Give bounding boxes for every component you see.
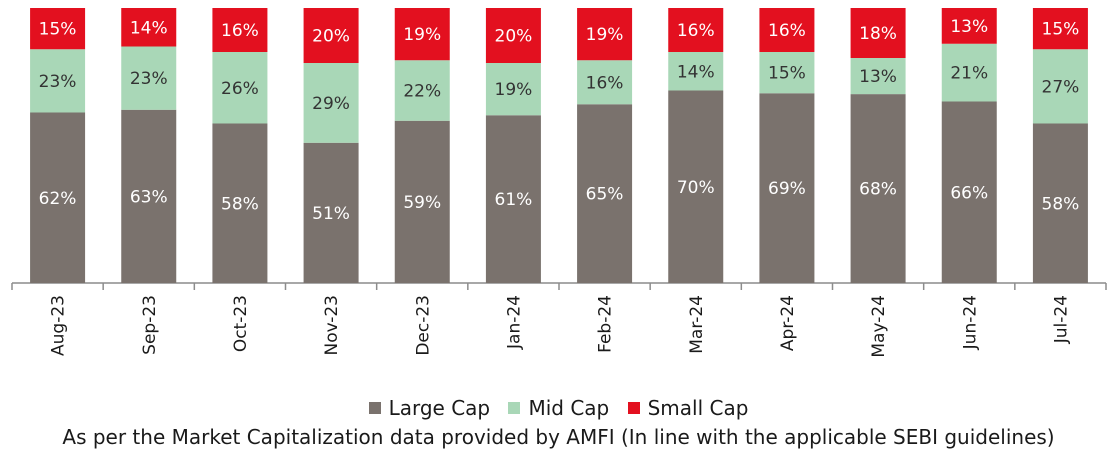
bar-segment-mid-cap (850, 58, 906, 95)
bar-segment-large-cap (394, 120, 450, 283)
bar-segment-small-cap (303, 8, 359, 63)
data-label-small-cap: 15% (1042, 20, 1080, 40)
data-label-mid-cap: 15% (768, 64, 806, 84)
data-label-mid-cap: 23% (39, 72, 77, 92)
legend-item-mid-cap: Mid Cap (508, 396, 609, 420)
bar-segment-small-cap (1032, 8, 1088, 50)
bar-segment-mid-cap (668, 52, 724, 91)
bar-segment-mid-cap (485, 63, 541, 116)
data-label-large-cap: 61% (495, 190, 533, 210)
data-label-large-cap: 59% (403, 193, 441, 213)
data-label-small-cap: 20% (312, 27, 350, 47)
legend-label-small-cap: Small Cap (647, 396, 749, 420)
legend-item-large-cap: Large Cap (368, 396, 491, 420)
data-label-large-cap: 69% (768, 179, 806, 199)
bar-segment-mid-cap (303, 63, 359, 143)
stacked-bar-chart: 62% 23% 15% Aug-23 63% 23% 14% Sep-23 58% 26% 16% O… (11, 8, 1107, 358)
bar-segment-small-cap (485, 8, 541, 63)
data-label-small-cap: 16% (221, 21, 259, 41)
bar-segment-mid-cap (394, 60, 450, 121)
x-tick-label: Jul-24 (1051, 295, 1071, 344)
x-tick-label: Jan-24 (504, 295, 524, 350)
bar-segment-large-cap (759, 93, 815, 283)
data-label-mid-cap: 23% (130, 69, 168, 89)
x-tick-label: Oct-23 (231, 295, 251, 352)
legend: Large Cap Mid Cap Small Cap (0, 396, 1117, 420)
bar-segment-large-cap (850, 94, 906, 283)
legend-swatch-small-cap (627, 402, 640, 414)
footnote: As per the Market Capitalization data pr… (62, 425, 1055, 449)
x-tick-label: May-24 (869, 295, 889, 358)
bar-segment-large-cap (577, 104, 633, 283)
bar-segment-mid-cap (121, 46, 177, 110)
data-label-small-cap: 19% (586, 25, 624, 45)
bar-segment-mid-cap (577, 60, 633, 105)
x-tick-label: Mar-24 (687, 295, 707, 354)
bar-segment-large-cap (212, 123, 268, 283)
data-label-large-cap: 58% (1042, 194, 1080, 214)
data-label-large-cap: 63% (130, 187, 168, 207)
data-label-large-cap: 68% (859, 180, 897, 200)
data-label-small-cap: 14% (130, 18, 168, 38)
x-tick-label: Apr-24 (778, 295, 798, 351)
data-label-small-cap: 19% (403, 25, 441, 45)
bar-segment-mid-cap (30, 49, 86, 113)
data-label-large-cap: 65% (586, 185, 624, 205)
x-tick-label: Dec-23 (413, 295, 433, 356)
bar-segment-small-cap (30, 8, 86, 50)
bar-segment-large-cap (485, 115, 541, 283)
bar-segment-small-cap (577, 8, 633, 61)
x-tick-label: Feb-24 (596, 295, 616, 353)
data-label-small-cap: 13% (950, 17, 988, 37)
bar-segment-mid-cap (212, 52, 268, 124)
bar-segment-large-cap (941, 101, 997, 283)
x-tick-label: Sep-23 (140, 295, 160, 355)
bar-segment-mid-cap (941, 43, 997, 102)
x-tick-label: Nov-23 (322, 295, 342, 356)
bar-segment-small-cap (668, 8, 724, 52)
data-label-mid-cap: 14% (677, 62, 715, 82)
data-label-mid-cap: 21% (950, 64, 988, 84)
data-label-small-cap: 16% (768, 21, 806, 41)
bar-segment-small-cap (941, 8, 997, 44)
data-label-large-cap: 62% (39, 189, 77, 209)
x-tick-label: Jun-24 (960, 295, 980, 350)
bar-segment-large-cap (121, 109, 177, 283)
bar-segment-mid-cap (759, 52, 815, 94)
legend-item-small-cap: Small Cap (627, 396, 749, 420)
legend-label-mid-cap: Mid Cap (528, 396, 610, 420)
bar-segment-small-cap (212, 8, 268, 52)
data-label-large-cap: 66% (950, 183, 988, 203)
data-label-mid-cap: 22% (403, 82, 441, 102)
data-label-mid-cap: 16% (586, 73, 624, 93)
bar-segment-large-cap (303, 142, 359, 283)
data-label-small-cap: 16% (677, 21, 715, 41)
data-label-small-cap: 18% (859, 24, 897, 44)
bar-segment-large-cap (30, 112, 86, 283)
data-label-mid-cap: 13% (859, 67, 897, 87)
legend-swatch-large-cap (368, 402, 381, 414)
data-label-large-cap: 70% (677, 178, 715, 198)
bar-segment-mid-cap (1032, 49, 1088, 124)
x-tick-label: Aug-23 (49, 295, 69, 356)
legend-swatch-mid-cap (508, 402, 521, 414)
bar-segment-large-cap (1032, 123, 1088, 283)
data-label-mid-cap: 26% (221, 79, 259, 99)
data-label-large-cap: 51% (312, 204, 350, 224)
bar-segment-small-cap (121, 8, 177, 47)
data-label-small-cap: 15% (39, 20, 77, 40)
bar-segment-small-cap (759, 8, 815, 52)
bar-segment-large-cap (668, 90, 724, 283)
data-label-mid-cap: 29% (312, 94, 350, 114)
bar-segment-small-cap (394, 8, 450, 61)
data-label-mid-cap: 27% (1042, 77, 1080, 97)
bar-segment-small-cap (850, 8, 906, 58)
legend-label-large-cap: Large Cap (388, 396, 491, 420)
data-label-small-cap: 20% (495, 27, 533, 47)
data-label-large-cap: 58% (221, 194, 259, 214)
data-label-mid-cap: 19% (495, 80, 533, 100)
